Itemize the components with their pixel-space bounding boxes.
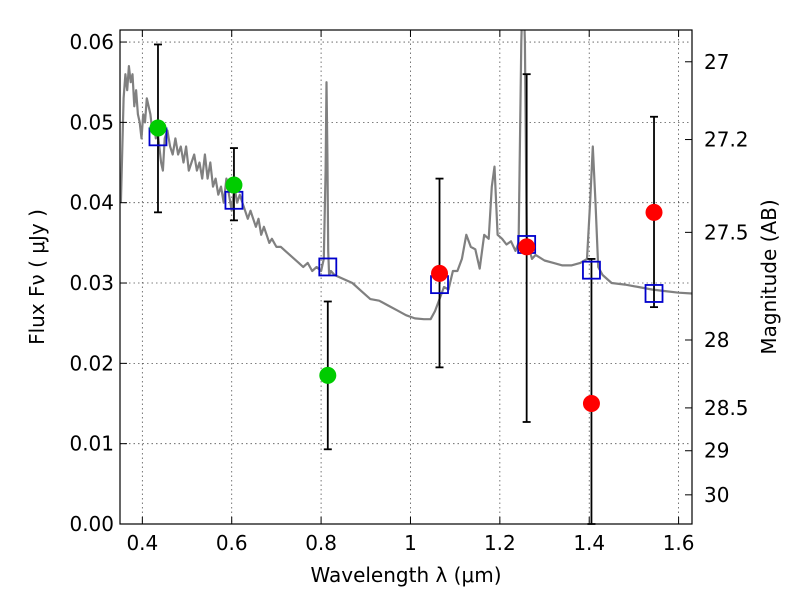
y-tick-label: 0.00 [69, 512, 114, 536]
red-flux-point [645, 203, 663, 221]
y2-tick-label: 27 [704, 50, 729, 74]
x-axis-label: Wavelength λ (μm) [310, 563, 501, 587]
axis-ticks [120, 30, 692, 525]
model-band-squares [148, 127, 664, 303]
model-spectrum-line [120, 30, 692, 321]
y2-tick-label: 29 [704, 439, 729, 463]
y-tick-label: 0.02 [69, 351, 114, 375]
model-band-square [644, 284, 664, 303]
x-tick-label: 0.4 [126, 531, 158, 555]
red-flux-point [518, 238, 536, 256]
x-tick-label: 1.6 [663, 531, 695, 555]
x-tick-label: 1.4 [573, 531, 605, 555]
y-tick-label: 0.01 [69, 432, 114, 456]
x-tick-label: 1 [404, 531, 417, 555]
y2-axis-label: Magnitude (AB) [757, 199, 781, 354]
x-tick-labels: 0.4 0.6 0.8 1 1.2 1.4 1.6 [126, 531, 694, 555]
y-tick-label: 0.06 [69, 30, 114, 54]
y2-tick-label: 30 [704, 483, 729, 507]
y-tick-labels: 0.00 0.01 0.02 0.03 0.04 0.05 0.06 [69, 30, 114, 536]
green-flux-point [225, 176, 243, 194]
red-flux-point [582, 395, 600, 413]
red-flux-point [431, 264, 449, 282]
x-tick-label: 0.8 [305, 531, 337, 555]
y2-tick-labels: 27 27.2 27.5 28 28.5 29 30 [704, 50, 749, 507]
y-axis-label: Flux Fν ( μJy ) [25, 209, 49, 345]
errorbars [153, 43, 659, 525]
green-flux-point [319, 366, 337, 384]
green-flux-point [149, 119, 167, 137]
y-tick-label: 0.03 [69, 271, 114, 295]
x-tick-label: 0.6 [216, 531, 248, 555]
grid [120, 30, 692, 524]
y2-tick-label: 27.5 [704, 220, 749, 244]
y-tick-label: 0.04 [69, 191, 114, 215]
model-band-square [582, 260, 601, 280]
model-spectrum-layer [120, 30, 692, 321]
model-band-square [318, 257, 338, 277]
y-tick-label: 0.05 [69, 110, 114, 134]
y2-tick-label: 27.2 [704, 128, 749, 152]
observed-flux-points [149, 119, 663, 413]
x-tick-label: 1.2 [484, 531, 516, 555]
y2-tick-label: 28 [704, 328, 729, 352]
plot-frame [119, 29, 693, 525]
errorbar [587, 258, 596, 525]
y2-tick-label: 28.5 [704, 396, 749, 420]
